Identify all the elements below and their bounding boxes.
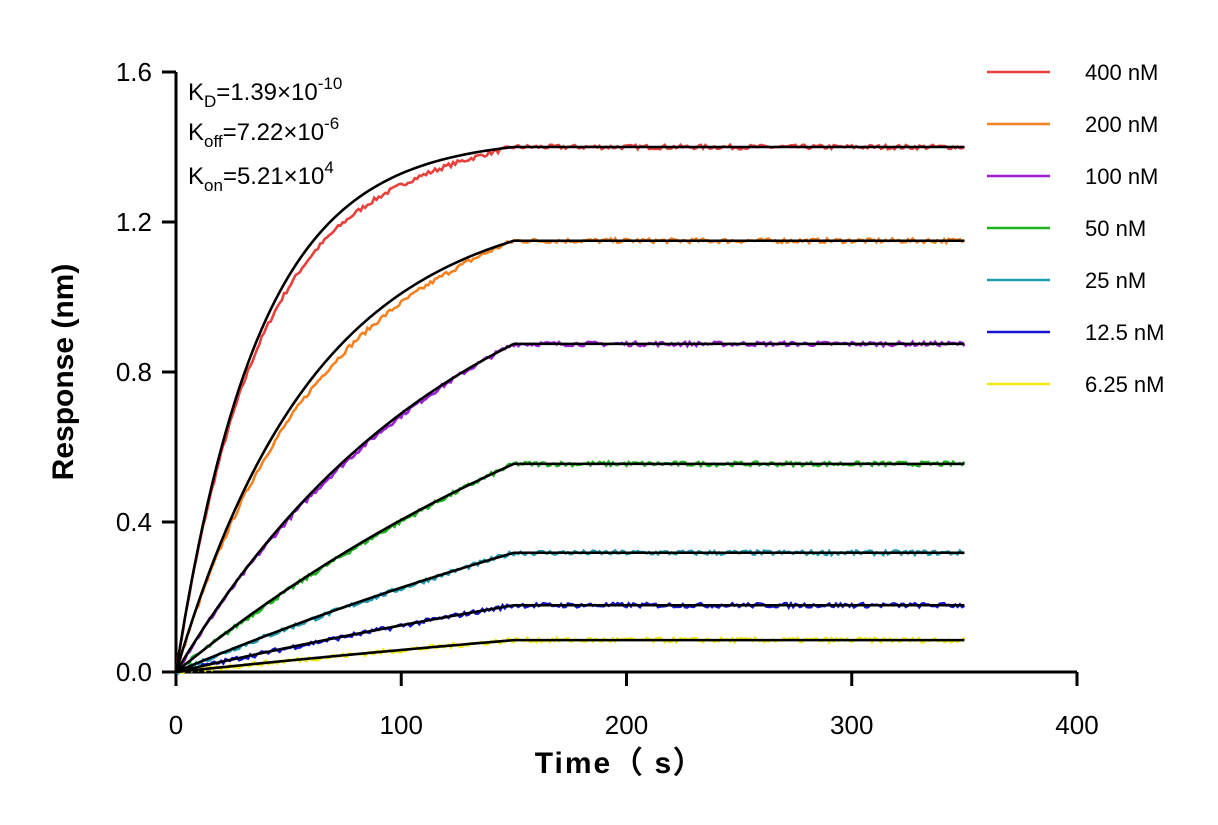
- series-50-nm-fit: [175, 462, 965, 674]
- series-25-nm-fit: [175, 551, 965, 674]
- kon-annotation: Kon=5.21×104: [188, 158, 334, 195]
- series-25-nm-curve: [175, 548, 965, 675]
- series-400-nm-curve: [174, 142, 966, 673]
- y-axis-title: Response (nm): [47, 264, 80, 481]
- kinetics-annotation: KD=1.39×10-10 Koff=7.22×10-6 Kon=5.21×10…: [188, 74, 342, 195]
- koff-sub: off: [204, 132, 223, 151]
- legend-label-12-5-nm: 12.5 nM: [1085, 320, 1165, 345]
- kd-value: =1.39×10: [216, 79, 317, 106]
- legend-label-25-nm: 25 nM: [1085, 268, 1146, 293]
- series-6-25-nm-curve: [175, 635, 966, 675]
- legend-label-200-nm: 200 nM: [1085, 112, 1158, 137]
- legend: 400 nM 200 nM 100 nM 50 nM 25 nM 12.5 nM 6.25 …: [987, 60, 1165, 397]
- koff-exponent: -6: [324, 114, 339, 133]
- kon-base: K: [188, 163, 204, 190]
- series-100-nm-curve: [175, 339, 966, 674]
- series-12-5-nm-fit: [175, 603, 965, 674]
- series-12-5-nm-curve: [175, 600, 965, 675]
- series-400-nm-fit: [174, 145, 965, 673]
- y-tick-label: 0.0: [116, 657, 152, 687]
- axes: [174, 72, 1077, 674]
- x-tick-label: 400: [1055, 710, 1098, 740]
- x-tick-label: 300: [830, 710, 873, 740]
- legend-label-100-nm: 100 nM: [1085, 164, 1158, 189]
- series-6-25-nm-fit: [175, 638, 965, 674]
- koff-base: K: [188, 119, 204, 146]
- kd-sub: D: [204, 92, 216, 111]
- fit-curves: [174, 145, 965, 674]
- x-tick-label: 100: [380, 710, 423, 740]
- legend-label-50-nm: 50 nM: [1085, 216, 1146, 241]
- x-tick-label: 200: [605, 710, 648, 740]
- kon-sub: on: [204, 176, 223, 195]
- series-200-nm-fit: [174, 239, 965, 673]
- kd-exponent: -10: [318, 74, 343, 93]
- koff-annotation: Koff=7.22×10-6: [188, 114, 339, 151]
- curves: [174, 142, 966, 675]
- kon-value: =5.21×10: [223, 163, 324, 190]
- x-axis-title: Time（ s）: [535, 746, 706, 780]
- kd-annotation: KD=1.39×10-10: [188, 74, 342, 111]
- y-tick-label: 1.6: [116, 57, 152, 87]
- kon-exponent: 4: [324, 158, 333, 177]
- ticks: 0 100 200 300 400 0.0 0.4 0.8 1.2 1.6: [116, 57, 1099, 740]
- kd-base: K: [188, 79, 204, 106]
- koff-value: =7.22×10: [223, 119, 324, 146]
- legend-label-400-nm: 400 nM: [1085, 60, 1158, 85]
- series-100-nm-fit: [174, 342, 965, 673]
- series-200-nm-curve: [174, 236, 966, 673]
- y-tick-label: 0.4: [116, 507, 152, 537]
- y-tick-label: 0.8: [116, 357, 152, 387]
- y-tick-label: 1.2: [116, 207, 152, 237]
- legend-label-6-25-nm: 6.25 nM: [1085, 372, 1165, 397]
- x-tick-label: 0: [169, 710, 183, 740]
